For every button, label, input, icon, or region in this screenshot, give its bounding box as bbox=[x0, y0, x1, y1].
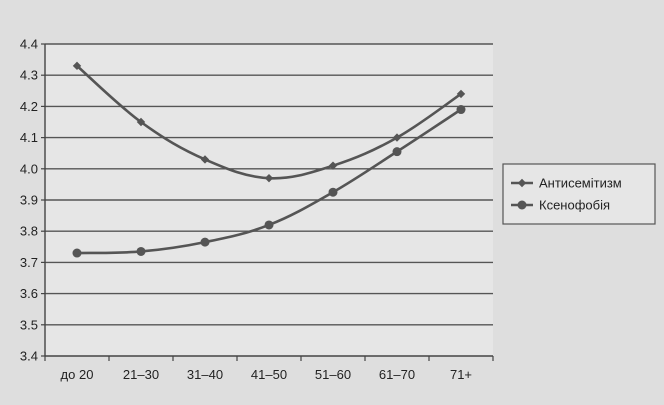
y-tick-label: 3.6 bbox=[20, 286, 38, 301]
data-point-circle bbox=[264, 220, 274, 230]
x-tick-label: 41–50 bbox=[251, 367, 287, 382]
x-tick-label: 21–30 bbox=[123, 367, 159, 382]
data-point-diamond bbox=[264, 173, 274, 183]
data-point-diamond bbox=[392, 133, 402, 142]
data-point-circle bbox=[392, 147, 402, 157]
y-tick-label: 3.9 bbox=[20, 193, 38, 208]
data-point-diamond bbox=[456, 89, 466, 99]
y-tick-label: 4.3 bbox=[20, 68, 38, 83]
data-point-circle bbox=[456, 105, 466, 115]
y-tick-label: 4.0 bbox=[20, 161, 38, 176]
x-tick-label: 31–40 bbox=[187, 367, 223, 382]
data-point-diamond bbox=[136, 117, 146, 127]
x-tick-label: 51–60 bbox=[315, 367, 351, 382]
data-point-circle bbox=[200, 237, 210, 247]
y-tick-label: 3.5 bbox=[20, 317, 38, 332]
y-tick-label: 3.4 bbox=[20, 349, 38, 364]
y-tick-label: 3.7 bbox=[20, 255, 38, 270]
data-point-diamond bbox=[200, 155, 210, 164]
x-tick-label: до 20 bbox=[61, 367, 94, 382]
y-tick-label: 4.4 bbox=[20, 37, 38, 52]
legend: Антисемітизм Ксенофобія bbox=[502, 163, 656, 225]
legend-label: Ксенофобія bbox=[539, 198, 610, 213]
data-point-diamond bbox=[72, 61, 82, 71]
x-tick-label: 61–70 bbox=[379, 367, 415, 382]
y-tick-label: 3.8 bbox=[20, 224, 38, 239]
x-tick-label: 71+ bbox=[450, 367, 472, 382]
data-point-diamond bbox=[517, 178, 527, 188]
legend-box bbox=[502, 163, 656, 225]
legend-label: Антисемітизм bbox=[539, 176, 622, 191]
plot-area: 3.4 3.5 3.6 3.7 3.8 3.9 4.0 4.1 4.2 4.3 4.4 до 20 21… bbox=[20, 37, 494, 382]
data-point-circle bbox=[517, 200, 527, 210]
data-point-circle bbox=[136, 246, 146, 256]
data-point-circle bbox=[328, 187, 338, 197]
data-point-diamond bbox=[328, 161, 338, 170]
y-tick-label: 4.2 bbox=[20, 99, 38, 114]
y-tick-label: 4.1 bbox=[20, 130, 38, 145]
data-point-circle bbox=[72, 248, 82, 258]
